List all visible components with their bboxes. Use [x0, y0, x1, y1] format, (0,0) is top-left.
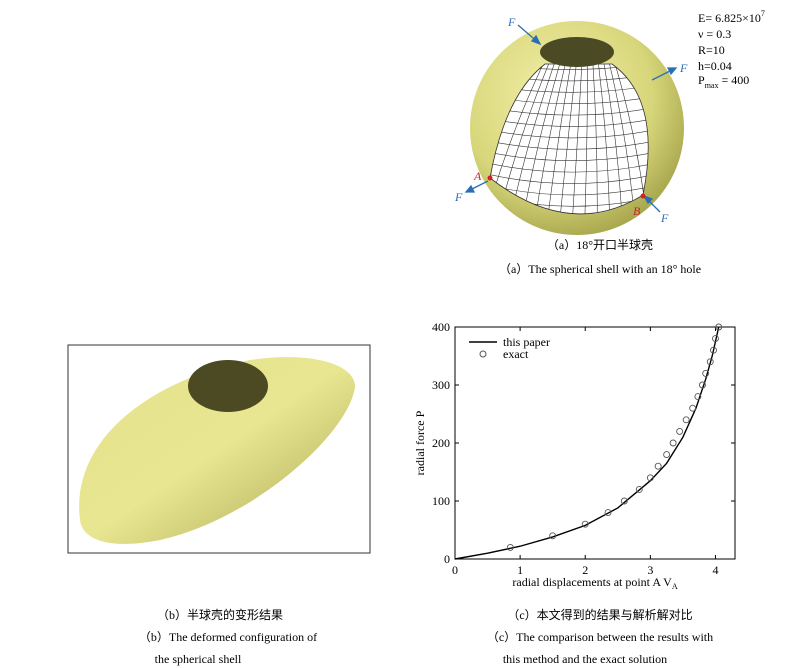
data-point [715, 323, 723, 331]
caption: the spherical shell [155, 652, 242, 666]
data-point [635, 485, 643, 493]
mesh-line [505, 64, 556, 214]
param: Pmax = 400 [698, 73, 749, 90]
data-point [604, 509, 612, 517]
data-point [689, 404, 697, 412]
mesh-region [489, 63, 649, 215]
mesh-line [603, 64, 624, 214]
caption: this method and the exact solution [503, 652, 667, 666]
mesh-line [557, 64, 578, 214]
x-tick-label: 4 [712, 563, 718, 577]
plot-frame [454, 326, 736, 560]
data-point [694, 393, 702, 401]
data-point [676, 427, 684, 435]
series-line [454, 326, 720, 560]
force-arrows [464, 24, 678, 213]
data-point [706, 358, 714, 366]
mesh-line [608, 64, 637, 214]
force-label: F [507, 15, 516, 29]
caption: （c）The comparison between the results wi… [487, 630, 713, 644]
y-axis-label: radial force P [413, 410, 427, 475]
data-point [646, 474, 654, 482]
data-point [549, 532, 557, 540]
y-tick-label: 300 [432, 378, 450, 392]
y-tick-label: 0 [444, 552, 450, 566]
deformed-figure: （b）半球壳的变形结果 （b）The deformed configuratio… [67, 344, 371, 666]
mesh-line [490, 167, 649, 184]
point-label: A [473, 169, 482, 183]
caption: （b）The deformed configuration of [139, 630, 317, 644]
data-point [712, 335, 719, 343]
x-axis-label-sub: A [672, 582, 678, 591]
param-sub: max [705, 81, 719, 90]
sphere-figure: F F F F A B E= 6.825×107 ν = 0.3 R=10 h=… [454, 9, 765, 276]
data-point [702, 369, 710, 377]
y-tick-label: 100 [432, 494, 450, 508]
data-point [682, 416, 690, 424]
mesh-line [570, 64, 583, 214]
mesh-line [544, 64, 572, 214]
param-tail: = 400 [718, 73, 749, 87]
caption: （b）半球壳的变形结果 [157, 607, 283, 622]
param-text: E= 6.825×10 [698, 11, 761, 25]
data-point [669, 439, 677, 447]
force-label: F [660, 211, 669, 225]
mesh-line [592, 64, 598, 214]
point-label: B [633, 204, 641, 218]
legend-label: this paper [503, 335, 550, 349]
param: E= 6.825×107 [698, 9, 765, 25]
x-tick-label: 2 [582, 563, 588, 577]
data-point [506, 543, 514, 551]
x-tick-label: 1 [517, 563, 523, 577]
parameters: E= 6.825×107 ν = 0.3 R=10 h=0.04 Pmax = … [698, 9, 765, 90]
mesh-line [597, 64, 611, 214]
param-sup: 7 [761, 9, 765, 18]
mesh-line [583, 64, 588, 214]
param: ν = 0.3 [698, 27, 731, 41]
force-label: F [454, 190, 463, 204]
hole [540, 37, 614, 67]
mesh-line [613, 64, 649, 214]
point-marker [640, 193, 646, 199]
force-label: F [679, 61, 688, 75]
caption: （a）18°开口半球壳 [547, 238, 653, 252]
caption: （a）The spherical shell with an 18° hole [499, 262, 701, 276]
x-tick-label: 3 [647, 563, 653, 577]
mesh-line [490, 64, 546, 214]
data-point [620, 497, 628, 505]
param: h=0.04 [698, 59, 732, 73]
legend-label: exact [503, 347, 529, 361]
mesh-line [531, 64, 567, 214]
y-tick-label: 400 [432, 320, 450, 334]
mesh-line [490, 156, 649, 173]
data-point [698, 381, 706, 389]
legend-marker [479, 350, 487, 358]
chart: radial force P radial displacements at p… [413, 320, 736, 666]
x-axis-label-text: radial displacements at point A V [512, 575, 672, 589]
mesh-line [518, 64, 562, 214]
point-marker [487, 175, 493, 181]
hole [188, 360, 268, 412]
x-tick-label: 0 [452, 563, 458, 577]
param: R=10 [698, 43, 725, 57]
x-axis-label: radial displacements at point A VA [512, 575, 677, 591]
data-point [663, 451, 671, 459]
y-tick-label: 200 [432, 436, 450, 450]
data-point [710, 346, 717, 354]
caption: （c）本文得到的结果与解析解对比 [507, 607, 692, 622]
deformed-shell [79, 357, 355, 544]
param-text: P [698, 73, 705, 87]
data-point [581, 520, 589, 528]
data-point [654, 462, 662, 470]
mesh-line [492, 64, 551, 214]
